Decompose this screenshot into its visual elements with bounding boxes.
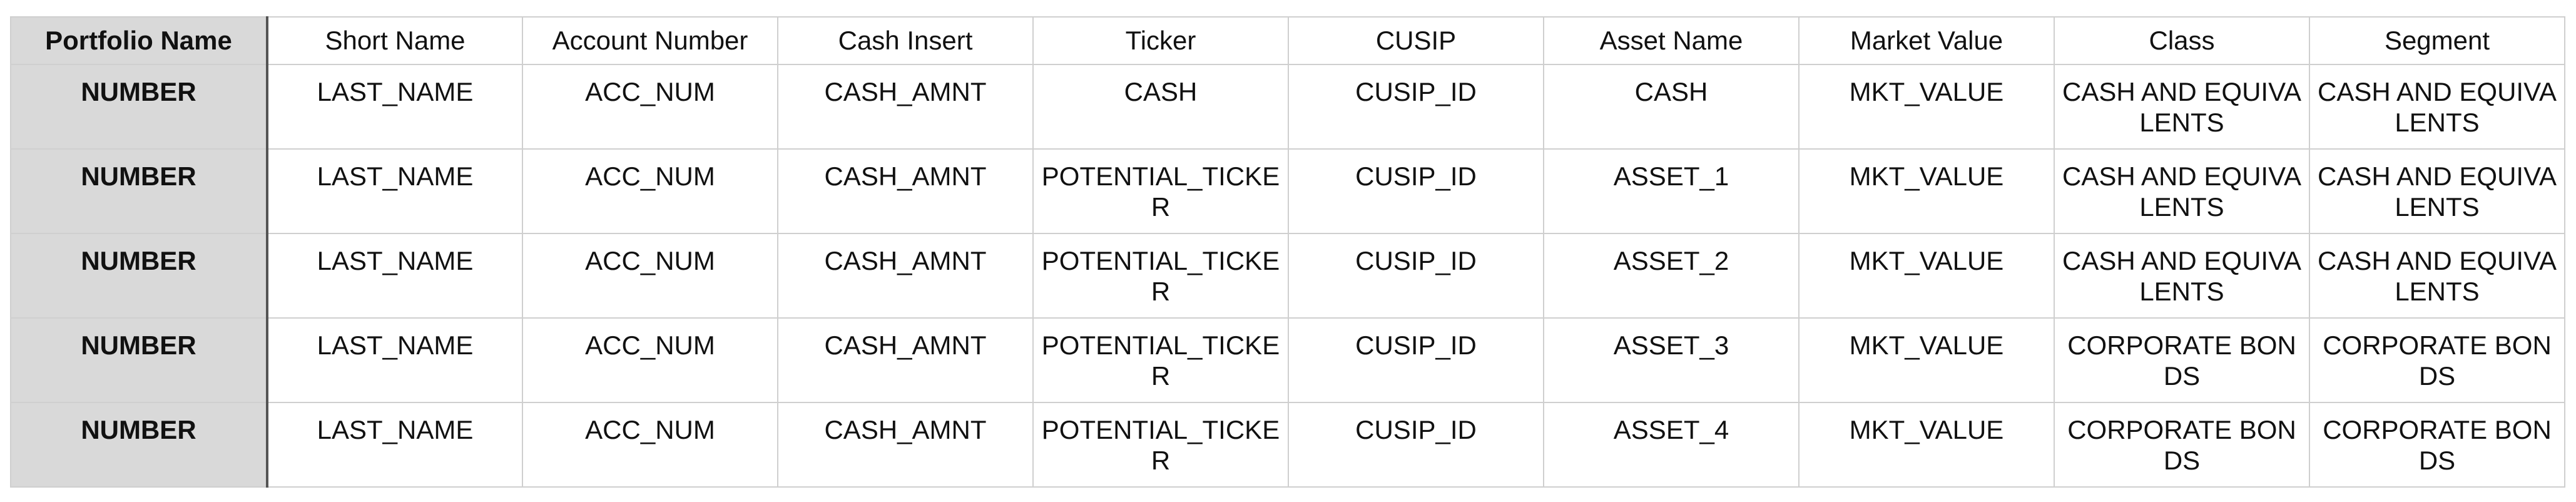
table-row: NUMBER LAST_NAME ACC_NUM CASH_AMNT POTEN…: [10, 148, 2565, 234]
cell-cash-insert[interactable]: CASH_AMNT: [777, 233, 1034, 319]
cell-portfolio-name[interactable]: NUMBER: [10, 148, 268, 234]
cell-ticker[interactable]: POTENTIAL_TICKER: [1032, 402, 1289, 488]
cell-portfolio-name[interactable]: NUMBER: [10, 317, 268, 403]
cell-ticker[interactable]: POTENTIAL_TICKER: [1032, 233, 1289, 319]
cell-cash-insert[interactable]: CASH_AMNT: [777, 317, 1034, 403]
cell-segment[interactable]: CORPORATE BONDS: [2309, 402, 2565, 488]
cell-short-name[interactable]: LAST_NAME: [267, 148, 523, 234]
cell-class[interactable]: CORPORATE BONDS: [2054, 317, 2310, 403]
header-cell-cusip[interactable]: CUSIP: [1288, 16, 1544, 65]
table-row: NUMBER LAST_NAME ACC_NUM CASH_AMNT POTEN…: [10, 233, 2565, 319]
header-cell-asset-name[interactable]: Asset Name: [1543, 16, 1800, 65]
table-row: NUMBER LAST_NAME ACC_NUM CASH_AMNT CASH …: [10, 64, 2565, 150]
cell-cusip[interactable]: CUSIP_ID: [1288, 402, 1544, 488]
cell-ticker[interactable]: POTENTIAL_TICKER: [1032, 148, 1289, 234]
spreadsheet-table: Portfolio Name Short Name Account Number…: [10, 16, 2565, 488]
cell-cusip[interactable]: CUSIP_ID: [1288, 64, 1544, 150]
cell-asset-name[interactable]: ASSET_2: [1543, 233, 1800, 319]
header-row: Portfolio Name Short Name Account Number…: [10, 16, 2565, 65]
cell-market-value[interactable]: MKT_VALUE: [1798, 148, 2055, 234]
cell-asset-name[interactable]: ASSET_3: [1543, 317, 1800, 403]
cell-account-number[interactable]: ACC_NUM: [522, 317, 778, 403]
cell-short-name[interactable]: LAST_NAME: [267, 64, 523, 150]
cell-asset-name[interactable]: CASH: [1543, 64, 1800, 150]
cell-short-name[interactable]: LAST_NAME: [267, 233, 523, 319]
cell-account-number[interactable]: ACC_NUM: [522, 64, 778, 150]
cell-portfolio-name[interactable]: NUMBER: [10, 233, 268, 319]
cell-cusip[interactable]: CUSIP_ID: [1288, 233, 1544, 319]
cell-asset-name[interactable]: ASSET_1: [1543, 148, 1800, 234]
table-row: NUMBER LAST_NAME ACC_NUM CASH_AMNT POTEN…: [10, 317, 2565, 403]
cell-class[interactable]: CORPORATE BONDS: [2054, 402, 2310, 488]
cell-segment[interactable]: CORPORATE BONDS: [2309, 317, 2565, 403]
cell-market-value[interactable]: MKT_VALUE: [1798, 233, 2055, 319]
cell-cusip[interactable]: CUSIP_ID: [1288, 148, 1544, 234]
cell-segment[interactable]: CASH AND EQUIVALENTS: [2309, 148, 2565, 234]
header-cell-segment[interactable]: Segment: [2309, 16, 2565, 65]
cell-market-value[interactable]: MKT_VALUE: [1798, 64, 2055, 150]
table-row: NUMBER LAST_NAME ACC_NUM CASH_AMNT POTEN…: [10, 402, 2565, 488]
header-cell-portfolio-name[interactable]: Portfolio Name: [10, 16, 268, 65]
cell-market-value[interactable]: MKT_VALUE: [1798, 402, 2055, 488]
cell-cusip[interactable]: CUSIP_ID: [1288, 317, 1544, 403]
cell-short-name[interactable]: LAST_NAME: [267, 317, 523, 403]
cell-account-number[interactable]: ACC_NUM: [522, 233, 778, 319]
cell-asset-name[interactable]: ASSET_4: [1543, 402, 1800, 488]
cell-short-name[interactable]: LAST_NAME: [267, 402, 523, 488]
cell-cash-insert[interactable]: CASH_AMNT: [777, 402, 1034, 488]
cell-class[interactable]: CASH AND EQUIVALENTS: [2054, 64, 2310, 150]
header-cell-ticker[interactable]: Ticker: [1032, 16, 1289, 65]
cell-class[interactable]: CASH AND EQUIVALENTS: [2054, 148, 2310, 234]
cell-market-value[interactable]: MKT_VALUE: [1798, 317, 2055, 403]
header-cell-short-name[interactable]: Short Name: [267, 16, 523, 65]
header-cell-cash-insert[interactable]: Cash Insert: [777, 16, 1034, 65]
cell-account-number[interactable]: ACC_NUM: [522, 148, 778, 234]
cell-portfolio-name[interactable]: NUMBER: [10, 402, 268, 488]
header-cell-market-value[interactable]: Market Value: [1798, 16, 2055, 65]
header-cell-class[interactable]: Class: [2054, 16, 2310, 65]
cell-segment[interactable]: CASH AND EQUIVALENTS: [2309, 64, 2565, 150]
header-cell-account-number[interactable]: Account Number: [522, 16, 778, 65]
cell-cash-insert[interactable]: CASH_AMNT: [777, 148, 1034, 234]
cell-segment[interactable]: CASH AND EQUIVALENTS: [2309, 233, 2565, 319]
cell-ticker[interactable]: CASH: [1032, 64, 1289, 150]
cell-cash-insert[interactable]: CASH_AMNT: [777, 64, 1034, 150]
cell-portfolio-name[interactable]: NUMBER: [10, 64, 268, 150]
cell-class[interactable]: CASH AND EQUIVALENTS: [2054, 233, 2310, 319]
cell-account-number[interactable]: ACC_NUM: [522, 402, 778, 488]
cell-ticker[interactable]: POTENTIAL_TICKER: [1032, 317, 1289, 403]
